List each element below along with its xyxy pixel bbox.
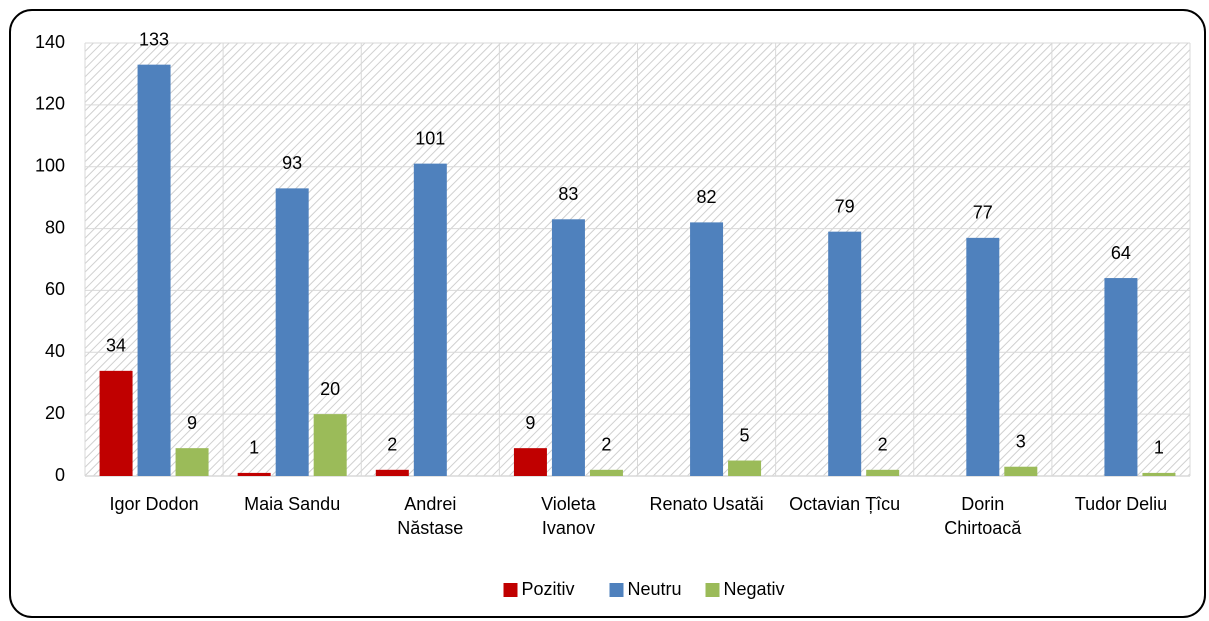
legend-swatch — [503, 583, 518, 597]
bar — [175, 448, 209, 476]
legend-label: Pozitiv — [522, 579, 575, 599]
bar — [866, 469, 900, 476]
x-tick-label: Violeta Ivanov — [541, 494, 596, 538]
bar — [237, 472, 271, 476]
data-label: 79 — [835, 196, 855, 216]
legend-label: Negativ — [724, 579, 785, 599]
y-tick-label: 120 — [35, 94, 65, 114]
bar — [275, 188, 309, 476]
data-label: 64 — [1111, 243, 1131, 263]
data-label: 1 — [1154, 438, 1164, 458]
data-label: 133 — [139, 29, 169, 49]
y-tick-label: 0 — [55, 465, 65, 485]
bar — [1004, 466, 1038, 476]
legend-swatch — [609, 583, 624, 597]
y-tick-label: 20 — [45, 403, 65, 423]
x-tick-label: Tudor Deliu — [1074, 494, 1168, 514]
data-label: 9 — [525, 413, 535, 433]
legend-swatch — [705, 583, 720, 597]
bar — [375, 469, 409, 476]
bar — [513, 448, 547, 476]
bar — [1142, 472, 1176, 476]
data-label: 1 — [249, 438, 259, 458]
data-label: 9 — [187, 413, 197, 433]
bar — [413, 163, 447, 476]
bar — [728, 460, 762, 476]
data-label: 3 — [1016, 431, 1026, 451]
x-tick-label: Andrei Năstase — [397, 494, 464, 538]
data-label: 101 — [415, 128, 445, 148]
bar — [551, 219, 585, 477]
data-label: 20 — [320, 379, 340, 399]
x-tick-label: Maia Sandu — [244, 494, 341, 514]
bar — [589, 469, 623, 476]
x-tick-label: Dorin Chirtoacă — [944, 494, 1022, 538]
y-tick-label: 80 — [45, 217, 65, 237]
bar — [1104, 278, 1138, 476]
bar — [313, 414, 347, 476]
y-tick-label: 140 — [35, 32, 65, 52]
y-tick-label: 40 — [45, 341, 65, 361]
data-label: 5 — [740, 425, 750, 445]
data-label: 83 — [558, 184, 578, 204]
y-tick-label: 60 — [45, 279, 65, 299]
data-label: 93 — [282, 153, 302, 173]
data-label: 2 — [601, 435, 611, 455]
bar — [690, 222, 724, 476]
x-tick-label: Octavian Țîcu — [789, 494, 901, 514]
bar — [99, 370, 133, 476]
y-tick-label: 100 — [35, 155, 65, 175]
data-label: 82 — [697, 187, 717, 207]
data-label: 77 — [973, 203, 993, 223]
data-label: 34 — [106, 336, 126, 356]
data-label: 2 — [387, 435, 397, 455]
bar — [828, 231, 862, 476]
x-tick-label: Renato Usatăi — [649, 494, 764, 514]
bar — [137, 64, 171, 477]
legend-label: Neutru — [628, 579, 682, 599]
bar — [966, 237, 1000, 476]
data-label: 2 — [878, 435, 888, 455]
x-tick-label: Igor Dodon — [109, 494, 199, 514]
